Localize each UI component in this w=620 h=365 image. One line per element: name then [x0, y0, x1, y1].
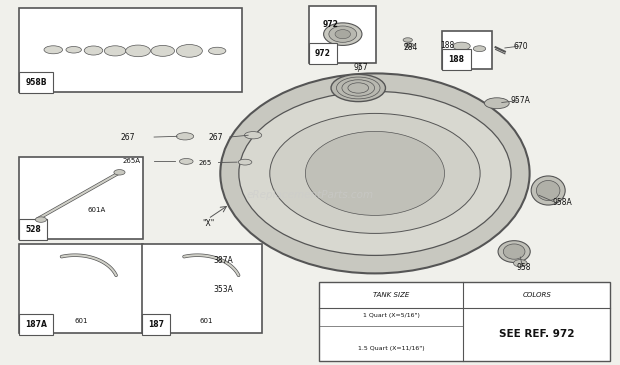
- Ellipse shape: [403, 38, 412, 42]
- FancyBboxPatch shape: [443, 31, 492, 69]
- Text: 187A: 187A: [25, 320, 47, 329]
- Text: 601A: 601A: [87, 207, 105, 213]
- Text: 267: 267: [120, 132, 135, 142]
- Text: 957A: 957A: [510, 96, 530, 105]
- Ellipse shape: [270, 114, 480, 233]
- Text: 601: 601: [199, 318, 213, 324]
- Text: 958A: 958A: [552, 198, 572, 207]
- FancyBboxPatch shape: [309, 6, 376, 62]
- Ellipse shape: [66, 46, 81, 53]
- Ellipse shape: [176, 133, 193, 140]
- Text: COLORS: COLORS: [522, 292, 551, 298]
- FancyBboxPatch shape: [319, 283, 610, 361]
- Text: 972: 972: [315, 49, 331, 58]
- Ellipse shape: [536, 181, 560, 200]
- Text: 188: 188: [440, 41, 454, 50]
- Text: 187: 187: [148, 320, 164, 329]
- Ellipse shape: [178, 256, 190, 264]
- Text: 265A: 265A: [123, 158, 141, 164]
- Text: SEE REF. 972: SEE REF. 972: [499, 329, 575, 339]
- Ellipse shape: [179, 287, 190, 292]
- Text: 958B: 958B: [25, 78, 47, 87]
- Text: 670: 670: [513, 42, 528, 51]
- Ellipse shape: [104, 46, 126, 56]
- Ellipse shape: [331, 74, 386, 101]
- FancyBboxPatch shape: [19, 244, 143, 333]
- Text: 267: 267: [209, 132, 223, 142]
- Text: 957: 957: [353, 63, 368, 72]
- Ellipse shape: [531, 176, 565, 205]
- Ellipse shape: [208, 47, 226, 54]
- Ellipse shape: [126, 45, 151, 57]
- Text: 972: 972: [322, 20, 339, 29]
- Text: 353A: 353A: [213, 285, 233, 294]
- Text: 1 Quart (X=5/16"): 1 Quart (X=5/16"): [363, 314, 420, 318]
- Text: 958: 958: [516, 264, 531, 272]
- Ellipse shape: [239, 91, 511, 255]
- Text: 387A: 387A: [213, 256, 233, 265]
- Ellipse shape: [484, 98, 509, 109]
- Ellipse shape: [84, 46, 103, 55]
- Text: 528: 528: [25, 225, 41, 234]
- Text: 265: 265: [198, 160, 211, 165]
- Ellipse shape: [174, 254, 195, 266]
- Ellipse shape: [176, 45, 202, 57]
- Ellipse shape: [473, 46, 485, 51]
- Ellipse shape: [151, 45, 174, 56]
- Text: 1.5 Quart (X=11/16"): 1.5 Quart (X=11/16"): [358, 346, 425, 351]
- Text: eReplacementParts.com: eReplacementParts.com: [246, 190, 374, 200]
- Ellipse shape: [335, 30, 350, 39]
- Ellipse shape: [329, 26, 356, 42]
- Ellipse shape: [498, 241, 530, 262]
- FancyBboxPatch shape: [19, 157, 143, 239]
- Text: "X": "X": [202, 219, 214, 228]
- Ellipse shape: [453, 42, 470, 50]
- Ellipse shape: [114, 170, 125, 175]
- Ellipse shape: [244, 132, 262, 139]
- Text: 188: 188: [448, 55, 464, 64]
- FancyBboxPatch shape: [142, 244, 262, 333]
- Ellipse shape: [503, 244, 525, 259]
- Text: TANK SIZE: TANK SIZE: [373, 292, 409, 298]
- Text: 601: 601: [74, 318, 88, 324]
- Text: 284: 284: [403, 43, 417, 53]
- FancyBboxPatch shape: [19, 8, 242, 92]
- Ellipse shape: [220, 73, 529, 273]
- Ellipse shape: [513, 260, 527, 267]
- Ellipse shape: [324, 23, 362, 45]
- Ellipse shape: [175, 285, 193, 293]
- Ellipse shape: [238, 159, 252, 165]
- Ellipse shape: [306, 131, 445, 215]
- Ellipse shape: [179, 158, 193, 164]
- Ellipse shape: [35, 217, 46, 222]
- Ellipse shape: [44, 46, 63, 54]
- Ellipse shape: [404, 43, 414, 47]
